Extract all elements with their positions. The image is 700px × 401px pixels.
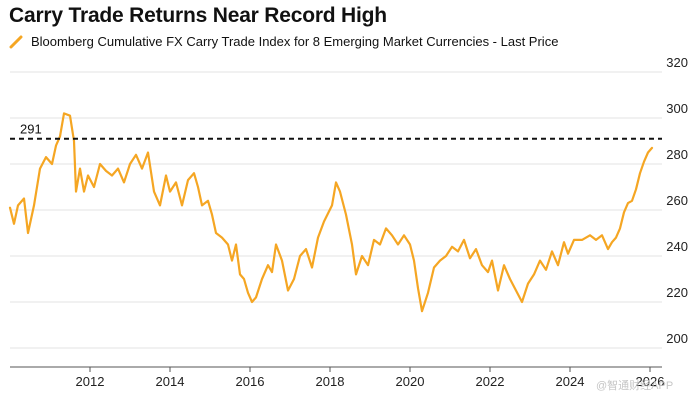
y-tick-label-240: 240 <box>666 239 688 254</box>
y-tick-label-280: 280 <box>666 147 688 162</box>
x-tick-label-2014: 2014 <box>156 374 185 389</box>
y-tick-label-200: 200 <box>666 331 688 346</box>
legend-label: Bloomberg Cumulative FX Carry Trade Inde… <box>31 34 559 49</box>
x-tick-label-2012: 2012 <box>76 374 105 389</box>
y-tick-label-220: 220 <box>666 285 688 300</box>
y-tick-label-320: 320 <box>666 55 688 70</box>
series-layer <box>8 112 654 313</box>
x-tick-label-2024: 2024 <box>556 374 585 389</box>
legend-swatch-icon <box>9 35 23 49</box>
x-tick-labels: 2012 2014 2016 2018 2020 2022 2024 2026 <box>76 374 665 389</box>
x-tick-label-2016: 2016 <box>236 374 265 389</box>
reference-line-label: 291 <box>20 122 42 137</box>
legend: Bloomberg Cumulative FX Carry Trade Inde… <box>9 34 558 49</box>
series-line-0 <box>8 112 654 313</box>
y-tick-labels: 200 220 240 260 280 300 320 <box>666 55 688 346</box>
chart-title: Carry Trade Returns Near Record High <box>9 4 387 27</box>
reference-layer: 291 <box>10 122 662 140</box>
x-tick-label-2020: 2020 <box>396 374 425 389</box>
y-tick-label-300: 300 <box>666 101 688 116</box>
x-tick-label-2026: 2026 <box>636 374 665 389</box>
x-axis <box>10 366 662 372</box>
y-tick-label-260: 260 <box>666 193 688 208</box>
watermark: @智通财经APP <box>596 380 674 392</box>
x-tick-label-2022: 2022 <box>476 374 505 389</box>
x-tick-label-2018: 2018 <box>316 374 345 389</box>
gridlines <box>10 71 662 349</box>
